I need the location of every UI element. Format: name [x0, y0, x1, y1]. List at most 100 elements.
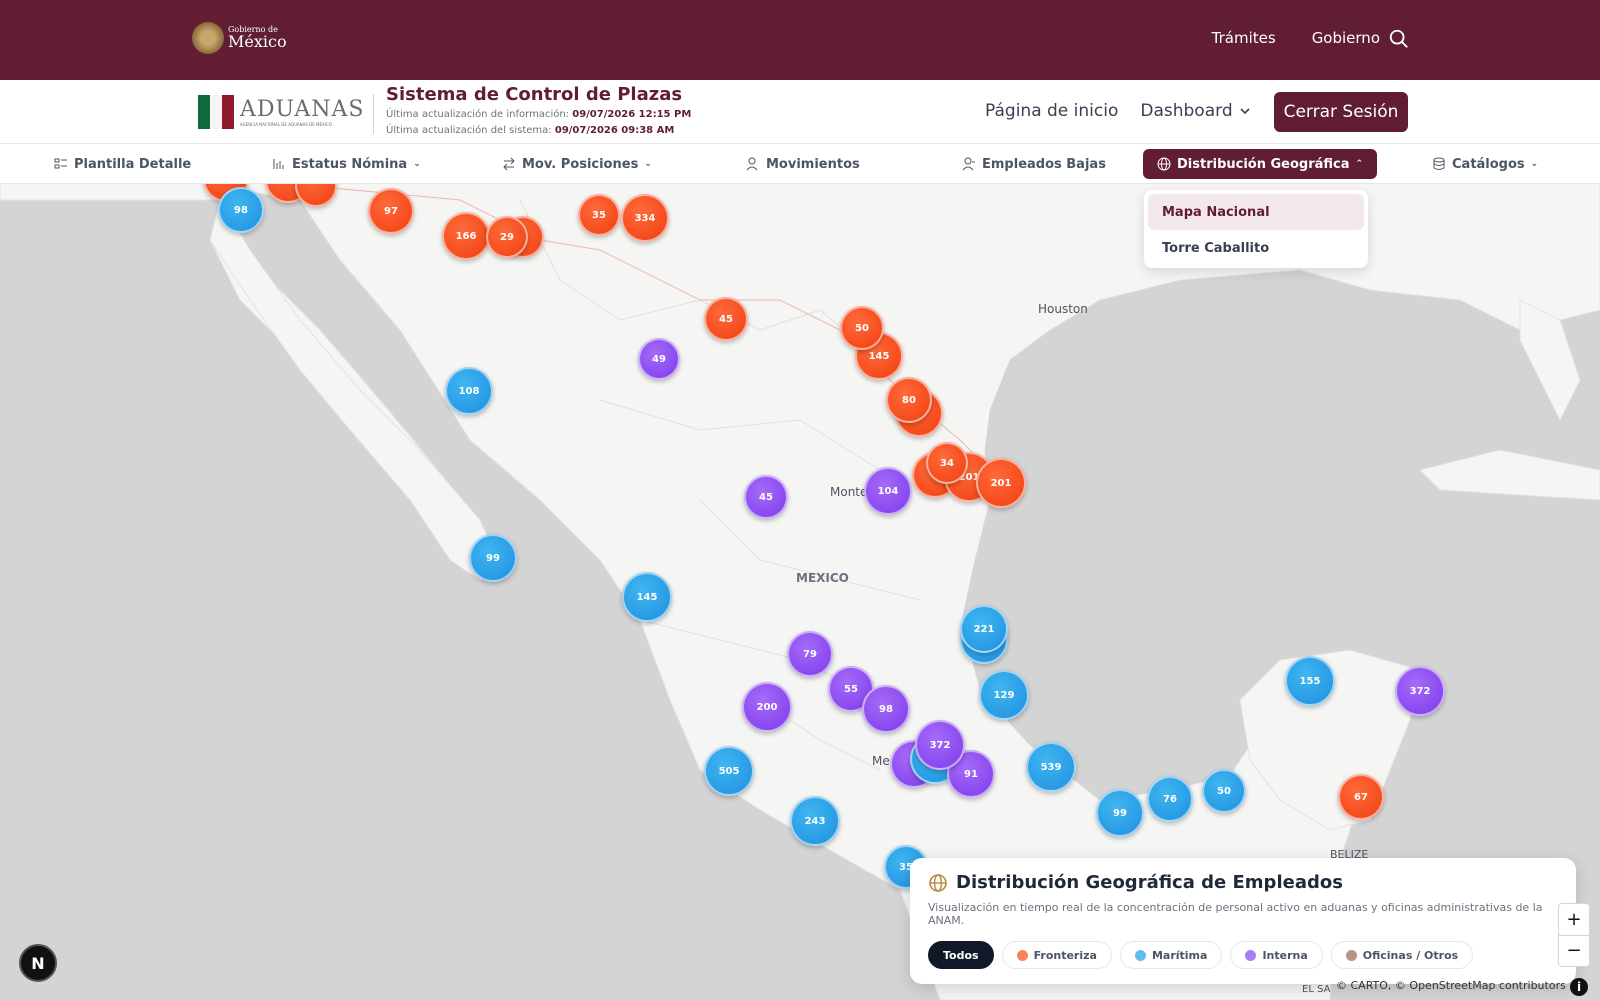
cluster-marker[interactable]: 372	[915, 720, 965, 770]
seal-icon	[192, 22, 224, 54]
nav-catalogos[interactable]: Catálogos ⌄	[1432, 153, 1538, 175]
gob-small-text: Gobierno de	[228, 25, 278, 34]
page-title: Sistema de Control de Plazas	[386, 84, 683, 105]
nav-label: Catálogos	[1452, 156, 1525, 172]
cluster-marker[interactable]: 104	[864, 467, 912, 515]
filter-todos[interactable]: Todos	[928, 941, 994, 969]
zoom-control: + −	[1558, 903, 1590, 967]
nav-empleados-bajas[interactable]: Empleados Bajas	[962, 153, 1106, 175]
nav-distribucion-geografica[interactable]: Distribución Geográfica ⌃	[1143, 149, 1378, 179]
label-el-salvador: EL SA	[1302, 984, 1331, 995]
cluster-marker[interactable]: 221	[960, 605, 1008, 653]
chevron-down-icon: ⌄	[413, 159, 421, 169]
nav-plantilla-detalle[interactable]: Plantilla Detalle	[54, 153, 191, 175]
label-belize: BELIZE	[1330, 848, 1369, 861]
chevron-up-icon: ⌃	[1355, 159, 1364, 169]
cluster-marker[interactable]: 505	[704, 746, 754, 796]
cluster-marker[interactable]: 34	[926, 442, 968, 484]
bar-chart-icon	[273, 159, 284, 169]
link-gobierno[interactable]: Gobierno	[1311, 29, 1380, 47]
gobierno-logo[interactable]: Gobierno de México	[192, 22, 287, 54]
land-florida	[1519, 299, 1581, 422]
link-tramites[interactable]: Trámites	[1211, 29, 1276, 47]
chip-label: Oficinas / Otros	[1362, 948, 1459, 962]
aduanas-logo[interactable]: ADUANAS AGENCIA NACIONAL DE ADUANAS DE M…	[198, 95, 365, 129]
list-icon	[54, 158, 67, 169]
zoom-out-button[interactable]: −	[1566, 940, 1582, 962]
globe-icon	[1157, 157, 1171, 171]
main-nav: Plantilla Detalle Estatus Nómina ⌄ Mov. …	[0, 144, 1600, 184]
cluster-marker[interactable]: 35	[578, 194, 620, 236]
cluster-marker[interactable]: 155	[1285, 656, 1335, 706]
dashboard-menu[interactable]: Dashboard	[1140, 101, 1250, 121]
nav-label: Movimientos	[766, 156, 860, 172]
cluster-marker[interactable]: 129	[979, 670, 1029, 720]
cluster-marker[interactable]: 91	[947, 750, 995, 798]
cluster-marker[interactable]: 372	[1395, 666, 1445, 716]
cluster-marker[interactable]: 76	[1147, 776, 1193, 822]
cluster-marker[interactable]: 45	[744, 475, 788, 519]
header-divider	[373, 94, 374, 134]
cluster-marker[interactable]: 166	[442, 212, 490, 260]
cluster-marker[interactable]: 45	[704, 297, 748, 341]
cluster-marker[interactable]: 201	[976, 458, 1026, 508]
land-cuba	[1419, 449, 1600, 501]
cluster-marker[interactable]: 49	[638, 338, 680, 380]
nav-movimientos[interactable]: Movimientos	[746, 153, 860, 175]
nav-mov-posiciones[interactable]: Mov. Posiciones ⌄	[502, 153, 652, 175]
gov-topbar: Gobierno de México Trámites Gobierno	[0, 0, 1600, 80]
label-mexico-city: Me	[872, 754, 890, 768]
cluster-marker[interactable]: 99	[469, 534, 517, 582]
nav-label: Mov. Posiciones	[522, 156, 639, 172]
user-icon	[746, 157, 758, 171]
filter-chips: Todos Fronteriza Marítima Interna Oficin…	[928, 941, 1558, 969]
cluster-marker[interactable]: 200	[742, 682, 792, 732]
chevron-down-icon	[1240, 108, 1250, 115]
cluster-marker[interactable]: 98	[862, 685, 910, 733]
dropdown-item-torre-caballito[interactable]: Torre Caballito	[1162, 240, 1270, 256]
flag-icon	[198, 95, 234, 129]
cluster-marker[interactable]: 80	[886, 377, 932, 423]
filter-oficinas[interactable]: Oficinas / Otros	[1330, 941, 1474, 969]
info-icon[interactable]: i	[1570, 978, 1588, 996]
label-mexico: MEXICO	[796, 571, 849, 585]
zoom-in-button[interactable]: +	[1559, 904, 1589, 936]
cluster-marker[interactable]: 29	[486, 216, 528, 258]
chip-label: Todos	[943, 948, 979, 962]
info-update-value: 09/07/2026 12:15 PM	[572, 109, 692, 120]
cluster-marker[interactable]: 334	[621, 194, 669, 242]
cluster-marker[interactable]: 539	[1026, 742, 1076, 792]
map-info-panel: Distribución Geográfica de Empleados Vis…	[910, 858, 1576, 984]
panel-subtitle: Visualización en tiempo real de la conce…	[928, 901, 1543, 927]
cluster-marker[interactable]: 79	[787, 631, 833, 677]
filter-fronteriza[interactable]: Fronteriza	[1001, 941, 1112, 969]
cluster-marker[interactable]: 145	[622, 572, 672, 622]
panel-title: Distribución Geográfica de Empleados	[956, 872, 1343, 893]
cluster-marker[interactable]: 243	[790, 796, 840, 846]
database-icon	[1433, 157, 1445, 170]
cluster-marker[interactable]: 67	[1338, 774, 1384, 820]
cluster-marker[interactable]: 97	[368, 188, 414, 234]
search-icon[interactable]	[1388, 28, 1410, 50]
cluster-marker[interactable]: 50	[1202, 769, 1246, 813]
nav-label: Plantilla Detalle	[74, 156, 192, 172]
next-dev-badge[interactable]: N	[19, 944, 57, 982]
cluster-marker[interactable]: 108	[445, 367, 493, 415]
dot-icon	[1016, 949, 1028, 961]
map-attribution[interactable]: © CARTO, © OpenStreetMap contributors	[1336, 979, 1566, 992]
system-update-line: Última actualización del sistema: 09/07/…	[386, 125, 674, 136]
home-link[interactable]: Página de inicio	[985, 101, 1119, 121]
chip-label: Marítima	[1151, 948, 1208, 962]
nav-estatus-nomina[interactable]: Estatus Nómina ⌄	[272, 153, 421, 175]
land-baja	[209, 198, 501, 581]
filter-maritima[interactable]: Marítima	[1119, 941, 1223, 969]
cluster-marker[interactable]: 50	[840, 306, 884, 350]
filter-interna[interactable]: Interna	[1230, 941, 1323, 969]
app-header: ADUANAS AGENCIA NACIONAL DE ADUANAS DE M…	[0, 80, 1600, 144]
logout-button[interactable]: Cerrar Sesión	[1274, 92, 1408, 132]
cluster-marker[interactable]: 98	[218, 187, 264, 233]
dropdown-item-mapa-nacional[interactable]: Mapa Nacional	[1148, 194, 1364, 230]
cluster-marker[interactable]: 99	[1096, 789, 1144, 837]
info-update-label: Última actualización de información:	[386, 109, 570, 120]
label-monterrey: Monte	[830, 485, 868, 499]
